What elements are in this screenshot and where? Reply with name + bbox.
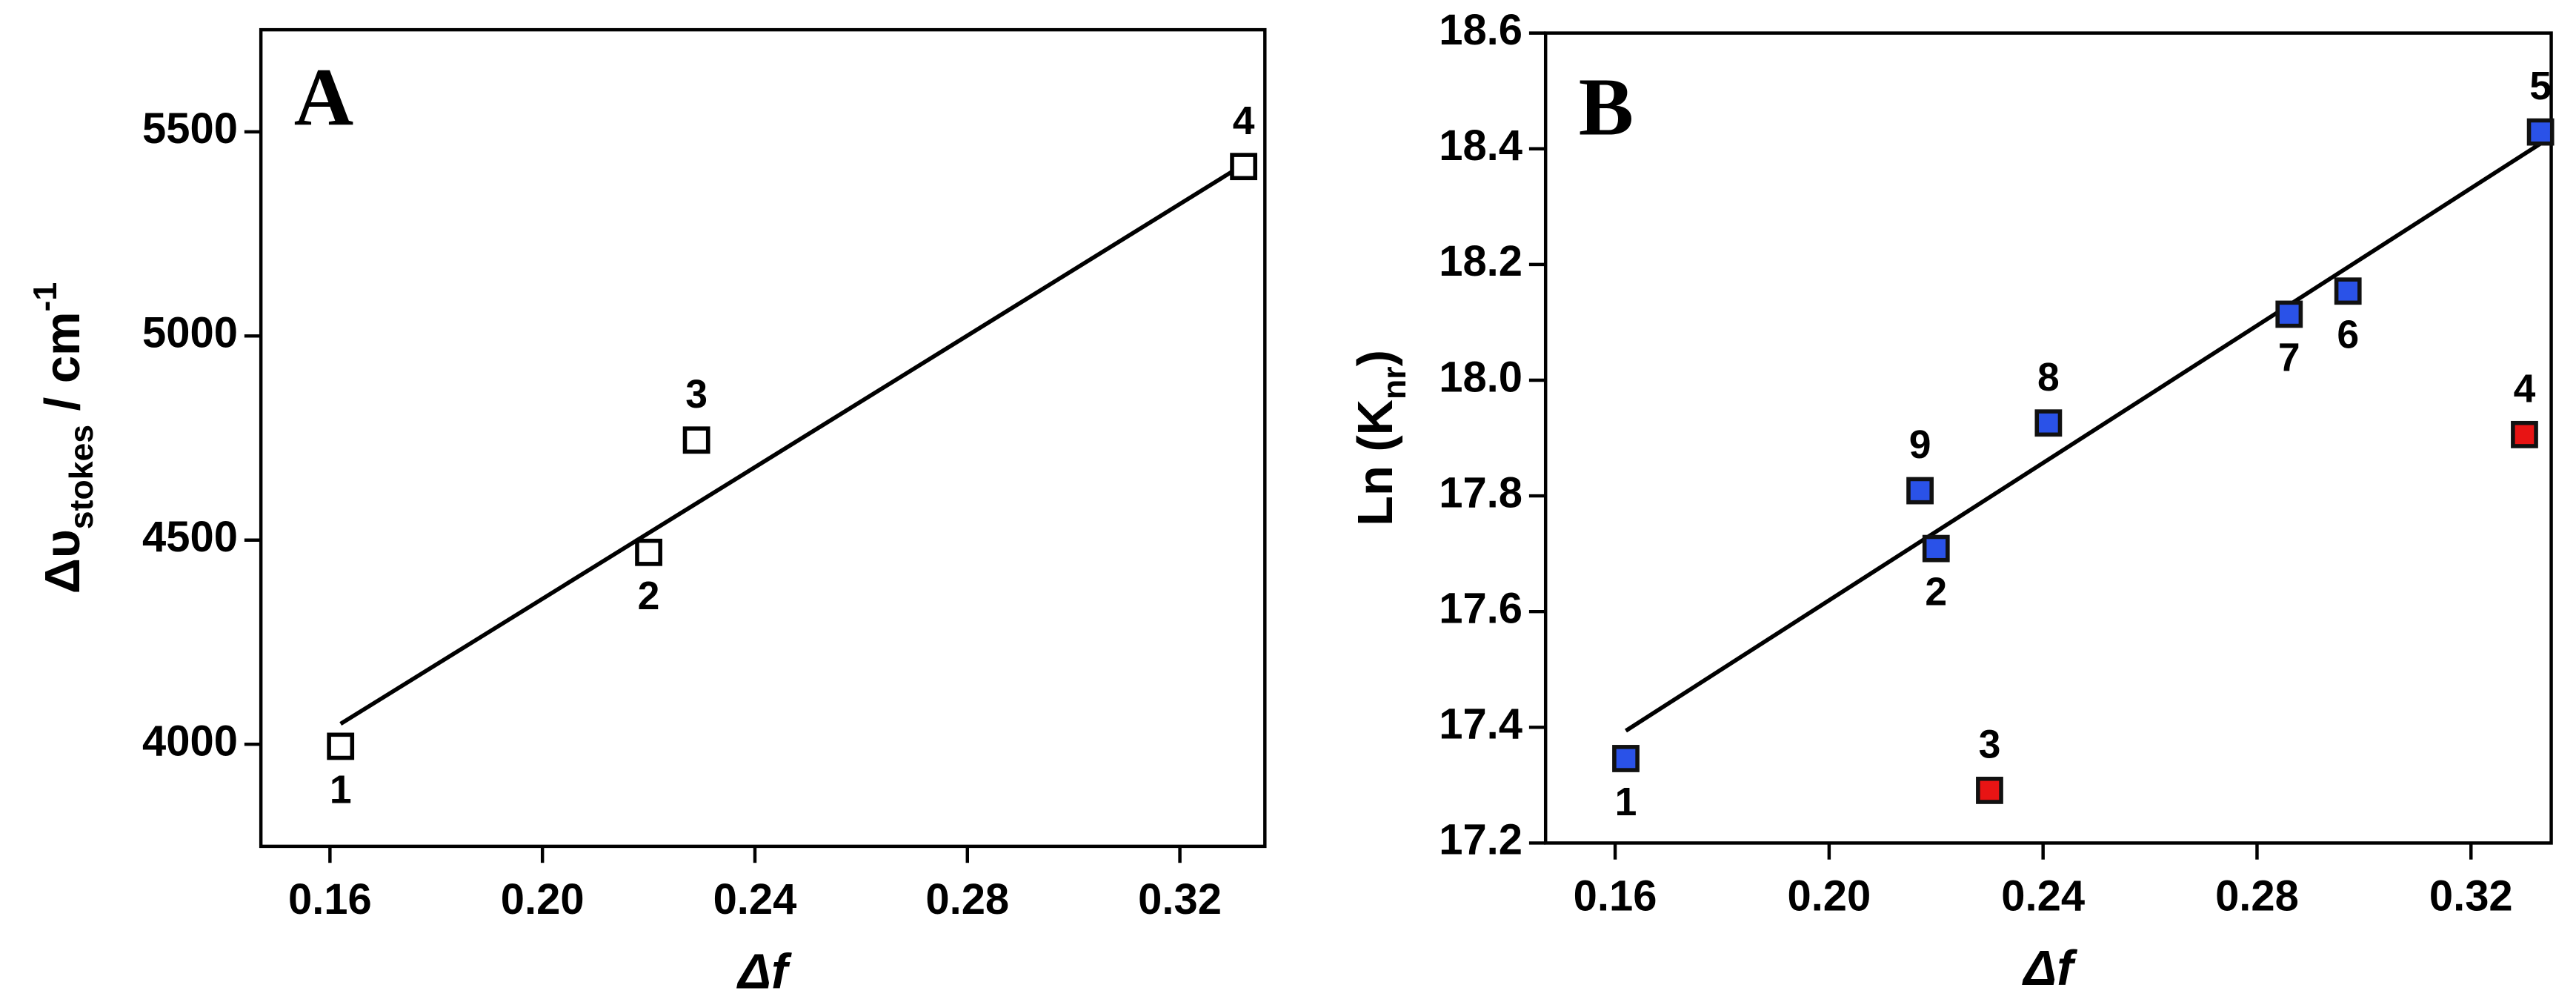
x-tick-label: 0.32 — [1138, 876, 1222, 923]
y-tick-label: 4500 — [142, 514, 238, 561]
y-tick-label: 17.6 — [1439, 585, 1522, 632]
y-tick-label: 17.8 — [1439, 469, 1522, 517]
data-point — [2275, 300, 2303, 328]
y-tick-label: 17.4 — [1439, 701, 1522, 749]
y-tick-label: 4000 — [142, 717, 238, 765]
y-tick-label: 18.0 — [1439, 354, 1522, 401]
point-label: 4 — [1233, 99, 1255, 143]
fit-line — [1624, 142, 2542, 733]
y-axis-title-part: -1 — [27, 282, 64, 312]
point-label: 3 — [685, 373, 708, 417]
x-axis-title: Δf — [736, 944, 792, 1000]
y-tick-label: 18.2 — [1439, 238, 1522, 285]
point-label: 5 — [2529, 64, 2552, 108]
panel-label: A — [294, 52, 353, 143]
fit-line — [339, 162, 1245, 726]
y-tick-label: 18.6 — [1439, 7, 1522, 54]
y-axis-title-part: stokes — [64, 425, 100, 529]
y-tick-label: 5500 — [142, 105, 238, 153]
plot-frame — [259, 27, 1267, 849]
y-axis-title-part: Δυ — [35, 529, 90, 594]
data-point — [2526, 118, 2555, 146]
point-label: 7 — [2278, 336, 2300, 380]
point-label: 6 — [2337, 313, 2359, 356]
plot-frame — [1543, 31, 2553, 845]
data-point — [1906, 477, 1934, 505]
y-axis-title-part: Ln (K — [1348, 399, 1403, 526]
y-tick-label: 18.4 — [1439, 122, 1522, 170]
data-point — [1230, 153, 1258, 181]
point-label: 2 — [1925, 571, 1947, 614]
point-label: 9 — [1909, 423, 1931, 467]
y-tick-label: 17.2 — [1439, 817, 1522, 864]
x-tick-label: 0.24 — [713, 876, 797, 923]
y-axis-title: Δυstokes / cm-1 — [27, 282, 100, 594]
y-axis-title-part: / cm — [35, 311, 90, 424]
point-label: 8 — [2037, 356, 2060, 399]
panel-label: B — [1579, 62, 1634, 153]
point-label: 3 — [1979, 723, 2001, 767]
point-label: 4 — [2514, 367, 2536, 411]
x-axis-title: Δf — [2021, 941, 2077, 996]
y-tick-label: 5000 — [142, 310, 238, 357]
x-tick-label: 0.16 — [1574, 873, 1657, 921]
x-tick-label: 0.16 — [288, 876, 372, 923]
data-point — [682, 426, 710, 454]
data-point — [1976, 777, 2003, 804]
x-tick-label: 0.32 — [2429, 873, 2513, 921]
point-label: 1 — [330, 768, 352, 812]
data-point — [1612, 745, 1640, 772]
point-label: 1 — [1615, 780, 1637, 824]
point-label: 2 — [638, 574, 660, 618]
data-point — [2334, 277, 2362, 305]
data-point — [1922, 534, 1950, 563]
x-tick-label: 0.28 — [2215, 873, 2299, 921]
x-tick-label: 0.28 — [925, 876, 1009, 923]
y-axis-title: Ln (Knr) — [1348, 350, 1414, 526]
data-point — [327, 732, 355, 760]
data-point — [2511, 420, 2538, 448]
x-tick-label: 0.24 — [2001, 873, 2085, 921]
data-point — [2034, 409, 2063, 437]
x-tick-label: 0.20 — [1787, 873, 1871, 921]
y-axis-title-part: nr — [1377, 366, 1413, 399]
y-axis-title-part: ) — [1348, 350, 1403, 366]
data-point — [635, 538, 662, 566]
x-tick-label: 0.20 — [501, 876, 585, 923]
